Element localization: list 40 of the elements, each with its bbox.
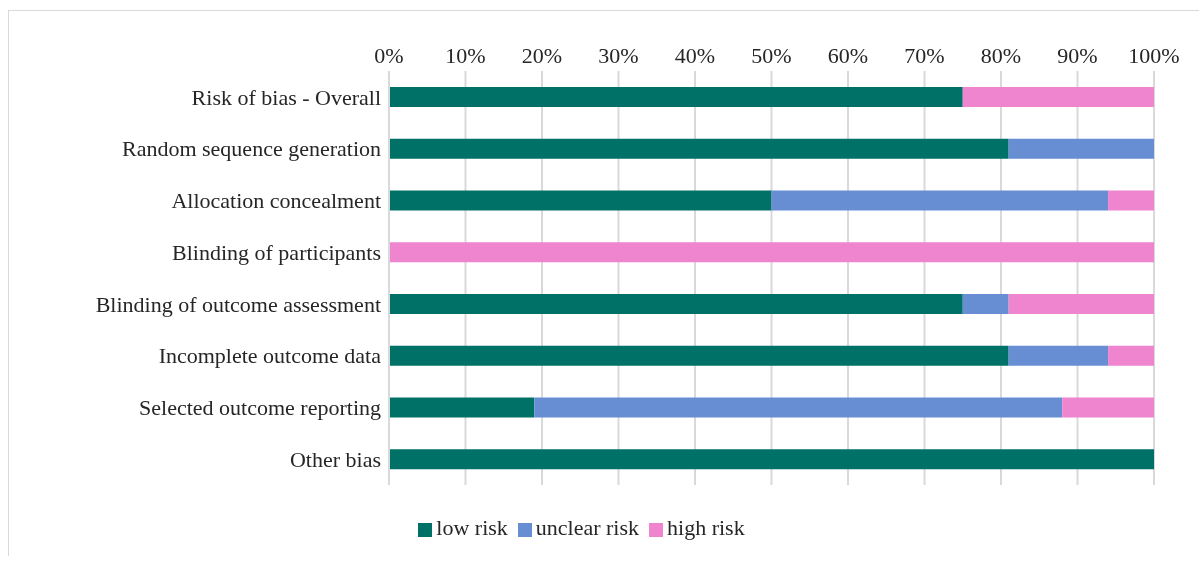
bar — [962, 294, 1009, 314]
bar — [534, 397, 1063, 418]
y-tick-label: Blinding of participants — [172, 239, 381, 265]
x-tick-label: 20% — [521, 43, 563, 68]
x-tick-label: 70% — [904, 43, 945, 68]
x-tick-label: 0% — [374, 43, 404, 68]
bar — [771, 190, 1109, 211]
y-tick-label: Allocation concealment — [171, 188, 381, 214]
bar — [389, 87, 963, 107]
bar — [389, 397, 535, 418]
legend-label: high risk — [667, 515, 745, 540]
bar — [1008, 294, 1154, 314]
bar — [389, 449, 1154, 470]
x-tick-label: 60% — [827, 43, 869, 68]
bar — [389, 345, 1009, 366]
y-tick-label: Blinding of outcome assessment — [95, 291, 381, 317]
x-tick-label: 90% — [1057, 43, 1098, 68]
bar — [962, 87, 1154, 107]
x-tick-label: 50% — [751, 43, 792, 68]
y-tick-label: Risk of bias - Overall — [191, 84, 381, 110]
x-tick-label: 80% — [980, 43, 1022, 68]
bar — [389, 242, 1154, 263]
legend-label: low risk — [436, 515, 508, 540]
bar — [1008, 345, 1109, 366]
legend-label: unclear risk — [535, 515, 640, 540]
bar — [1108, 190, 1154, 211]
x-tick-label: 30% — [598, 43, 639, 68]
x-tick-label: 10% — [445, 43, 486, 68]
y-tick-label: Random sequence generation — [121, 136, 381, 162]
bar — [389, 294, 963, 314]
y-tick-label: Incomplete outcome data — [158, 343, 382, 369]
bar — [1108, 345, 1154, 366]
x-tick-label: 40% — [674, 43, 716, 68]
x-tick-label: 100% — [1128, 43, 1180, 68]
bar — [389, 138, 1009, 159]
bar — [1062, 397, 1154, 418]
bar — [1008, 138, 1154, 159]
bar — [389, 190, 772, 211]
y-tick-label: Selected outcome reporting — [139, 395, 381, 421]
y-tick-label: Other bias — [289, 446, 381, 472]
